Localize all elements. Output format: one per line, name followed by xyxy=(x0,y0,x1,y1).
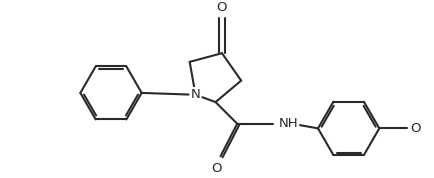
Text: N: N xyxy=(191,88,201,101)
Text: NH: NH xyxy=(279,117,299,130)
Text: O: O xyxy=(217,1,227,14)
Text: O: O xyxy=(211,162,222,175)
Text: O: O xyxy=(410,122,421,135)
